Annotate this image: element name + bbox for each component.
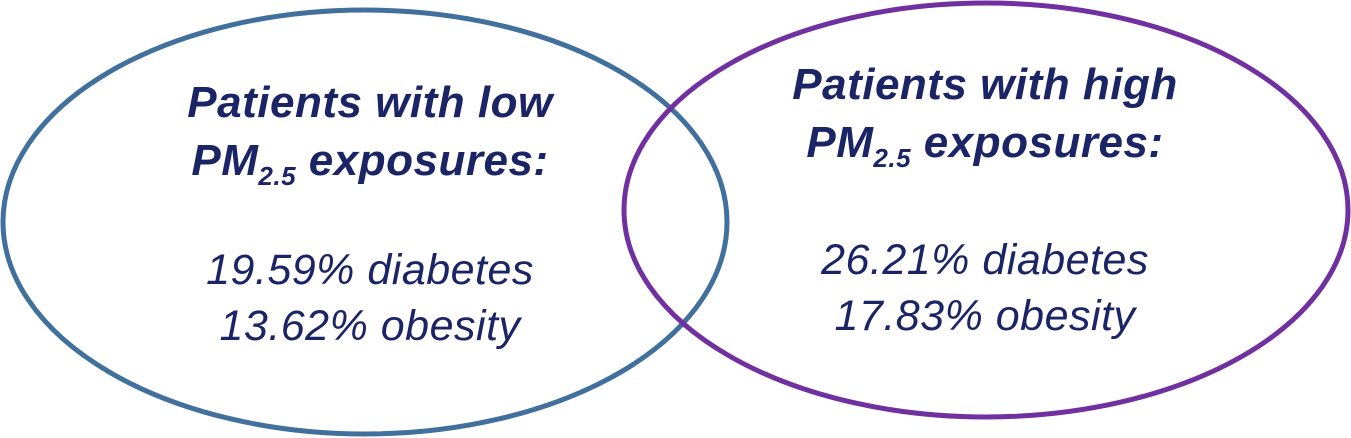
high-heading-line1: Patients with high (792, 60, 1178, 109)
high-heading-line2: PM2.5 exposures: (735, 114, 1235, 172)
high-heading-pm: PM (806, 118, 874, 167)
high-exposure-ellipse (621, 0, 1351, 420)
low-exposure-heading: Patients with low PM2.5 exposures: (120, 74, 620, 190)
low-heading-subscript: 2.5 (258, 161, 297, 191)
low-exposure-group: Patients with low PM2.5 exposures: 19.59… (120, 74, 620, 354)
high-heading-tail: exposures: (911, 118, 1164, 167)
high-diabetes-stat: 26.21% diabetes (821, 236, 1149, 284)
high-heading-subscript: 2.5 (873, 143, 912, 173)
low-heading-line1: Patients with low (187, 78, 553, 127)
low-exposure-ellipse (0, 7, 730, 437)
high-obesity-stat: 17.83% obesity (834, 292, 1136, 340)
high-exposure-heading: Patients with high PM2.5 exposures: (735, 56, 1235, 172)
low-diabetes-stat: 19.59% diabetes (206, 246, 534, 294)
low-heading-pm: PM (191, 136, 259, 185)
high-exposure-group: Patients with high PM2.5 exposures: 26.2… (735, 56, 1235, 344)
low-obesity-stat: 13.62% obesity (219, 302, 521, 350)
low-heading-line2: PM2.5 exposures: (120, 132, 620, 190)
low-heading-tail: exposures: (296, 136, 549, 185)
